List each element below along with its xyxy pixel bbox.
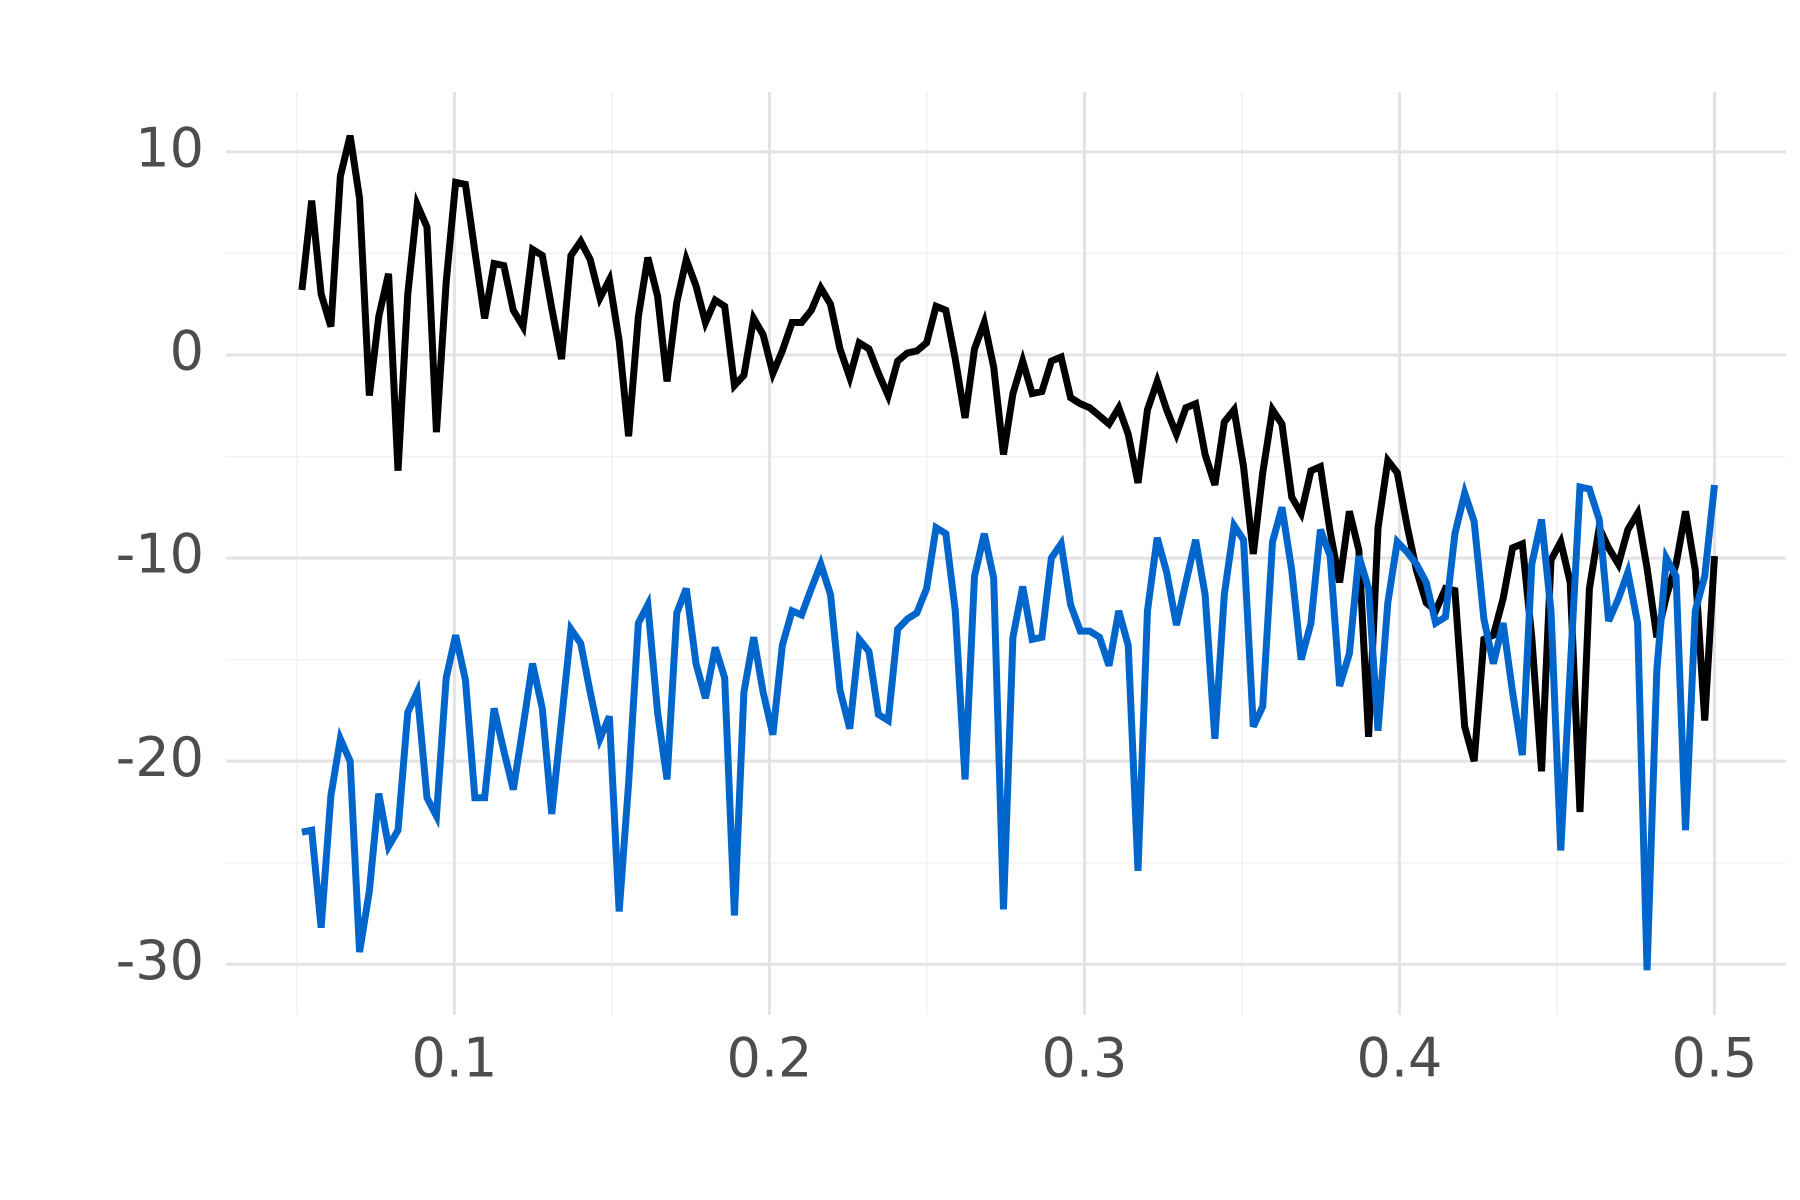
x-tick-label: 0.5 xyxy=(1672,1027,1758,1090)
x-tick-label: 0.2 xyxy=(726,1027,812,1090)
y-tick-label: 0 xyxy=(170,320,204,383)
y-tick-label: -30 xyxy=(116,929,204,992)
x-tick-label: 0.1 xyxy=(411,1027,497,1090)
data-line xyxy=(301,480,1718,971)
data-line xyxy=(298,134,1718,813)
y-tick-label: 10 xyxy=(135,117,204,180)
x-tick-label: 0.4 xyxy=(1357,1027,1443,1090)
x-tick-label: 0.3 xyxy=(1041,1027,1127,1090)
y-tick-label: -10 xyxy=(116,523,204,586)
y-tick-label: -20 xyxy=(116,726,204,789)
